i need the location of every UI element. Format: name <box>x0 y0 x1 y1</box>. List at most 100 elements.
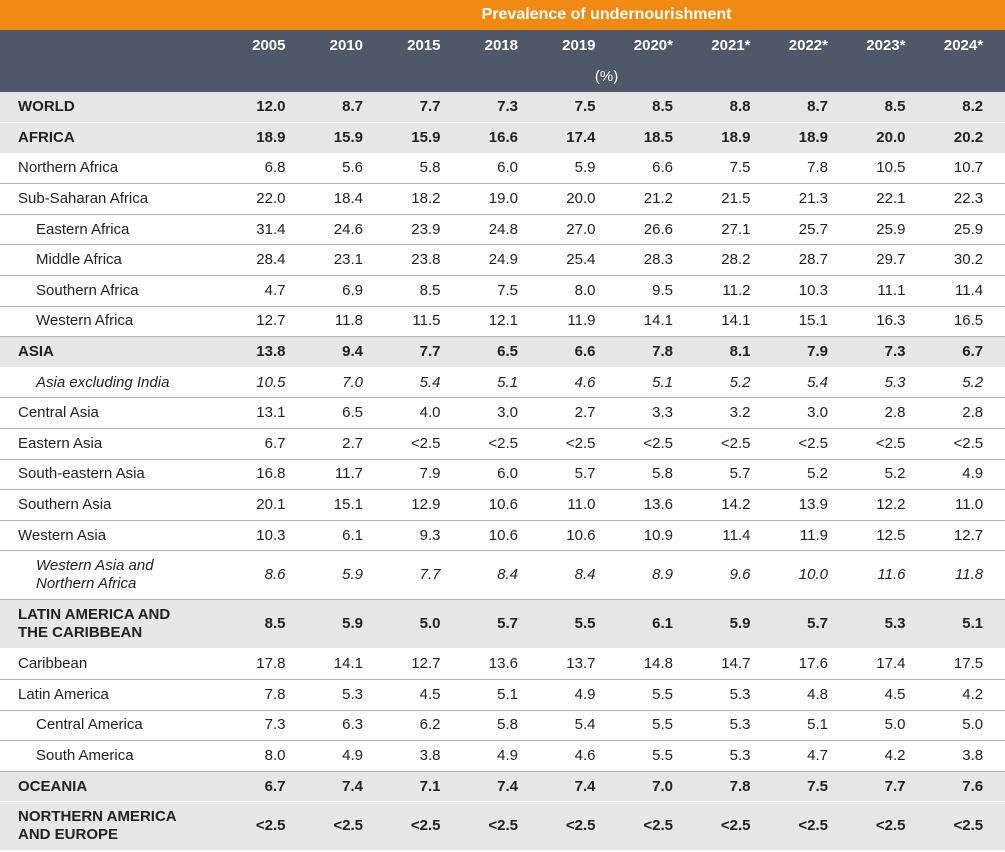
row-label: Southern Asia <box>18 496 112 514</box>
corner <box>0 30 212 62</box>
cell-value: 5.1 <box>909 599 1005 650</box>
cell-value: 22.3 <box>909 183 1005 215</box>
cell-value: 23.8 <box>367 244 445 277</box>
row-label: Central Asia <box>18 404 99 422</box>
table-row: Northern Africa 6.8 5.6 5.8 6.0 5.9 6.6 7.5 7.8 1… <box>0 153 1005 185</box>
cell-value: 7.7 <box>367 92 445 124</box>
cell-value: 24.8 <box>444 214 522 246</box>
cell-value: 21.5 <box>677 183 755 215</box>
row-label-cell: OCEANIA <box>0 771 212 803</box>
table-row: Eastern Africa 31.4 24.6 23.9 24.8 27.0 26.6 27… <box>0 214 1005 246</box>
cell-value: 5.5 <box>522 599 600 650</box>
cell-value: 18.2 <box>367 183 445 215</box>
cell-value: 2.7 <box>522 397 600 430</box>
cell-value: 8.8 <box>677 92 755 124</box>
cell-value: 2.7 <box>289 428 367 460</box>
row-label-cell: LATIN AMERICA AND THE CARIBBEAN <box>0 599 212 650</box>
cell-value: 5.6 <box>289 153 367 185</box>
row-label: Middle Africa <box>36 251 122 269</box>
cell-value: 11.6 <box>832 550 910 601</box>
row-label: WORLD <box>18 98 75 116</box>
cell-value: 11.5 <box>367 306 445 338</box>
cell-value: 10.0 <box>754 550 832 601</box>
cell-value: 7.0 <box>599 771 677 803</box>
cell-value: 28.2 <box>677 244 755 277</box>
cell-value: 8.4 <box>444 550 522 601</box>
cell-value: <2.5 <box>522 428 600 460</box>
table-row: Southern Asia 20.1 15.1 12.9 10.6 11.0 13.6 14.… <box>0 489 1005 521</box>
column-header: 2024* <box>909 30 1005 62</box>
cell-value: 6.1 <box>289 520 367 552</box>
cell-value: 2.8 <box>832 397 910 430</box>
cell-value: 6.6 <box>599 153 677 185</box>
row-label: ASIA <box>18 343 54 361</box>
cell-value: 7.3 <box>212 710 290 742</box>
cell-value: 23.9 <box>367 214 445 246</box>
cell-value: 5.1 <box>599 367 677 399</box>
cell-value: 5.2 <box>909 367 1005 399</box>
cell-value: 14.8 <box>599 648 677 680</box>
cell-value: <2.5 <box>444 801 522 852</box>
row-label: South-eastern Asia <box>18 465 145 483</box>
cell-value: 14.2 <box>677 489 755 521</box>
cell-value: 20.2 <box>909 122 1005 154</box>
row-label-cell: WORLD <box>0 92 212 124</box>
column-header: 2023* <box>832 30 910 62</box>
cell-value: 6.6 <box>522 336 600 368</box>
cell-value: 11.1 <box>832 275 910 307</box>
cell-value: 5.0 <box>832 710 910 742</box>
cell-value: 12.1 <box>444 306 522 338</box>
cell-value: 17.6 <box>754 648 832 680</box>
cell-value: 3.0 <box>754 397 832 430</box>
row-label: Eastern Africa <box>36 220 130 238</box>
cell-value: 5.1 <box>444 367 522 399</box>
cell-value: 9.4 <box>289 336 367 368</box>
table-row: Southern Africa 4.7 6.9 8.5 7.5 8.0 9.5 11.2 10.… <box>0 275 1005 307</box>
cell-value: 7.5 <box>522 92 600 124</box>
cell-value: 6.5 <box>289 397 367 430</box>
cell-value: 7.7 <box>367 336 445 368</box>
cell-value: 6.7 <box>212 771 290 803</box>
cell-value: 7.5 <box>677 153 755 185</box>
table-row: Central America 7.3 6.3 6.2 5.8 5.4 5.5 5.3 5.1 5… <box>0 710 1005 742</box>
cell-value: 5.7 <box>444 599 522 650</box>
cell-value: 5.2 <box>677 367 755 399</box>
row-label: Latin America <box>18 685 109 703</box>
cell-value: <2.5 <box>212 801 290 852</box>
cell-value: 17.8 <box>212 648 290 680</box>
cell-value: 15.1 <box>754 306 832 338</box>
row-label-cell: Southern Asia <box>0 489 212 521</box>
row-label-cell: AFRICA <box>0 122 212 154</box>
cell-value: 8.5 <box>599 92 677 124</box>
cell-value: 2.8 <box>909 397 1005 430</box>
cell-value: 28.3 <box>599 244 677 277</box>
cell-value: 11.7 <box>289 459 367 491</box>
row-label-cell: South-eastern Asia <box>0 459 212 491</box>
cell-value: 28.7 <box>754 244 832 277</box>
cell-value: 3.3 <box>599 397 677 430</box>
row-label-cell: Eastern Africa <box>0 214 212 246</box>
corner <box>0 62 212 92</box>
cell-value: 5.9 <box>522 153 600 185</box>
row-label: Southern Africa <box>36 281 139 299</box>
cell-value: 7.9 <box>367 459 445 491</box>
cell-value: 4.0 <box>367 397 445 430</box>
cell-value: 11.4 <box>677 520 755 552</box>
cell-value: 13.8 <box>212 336 290 368</box>
cell-value: 5.9 <box>677 599 755 650</box>
cell-value: 12.7 <box>909 520 1005 552</box>
cell-value: 15.9 <box>367 122 445 154</box>
row-label-cell: Caribbean <box>0 648 212 680</box>
cell-value: 4.7 <box>212 275 290 307</box>
cell-value: 7.8 <box>677 771 755 803</box>
row-label-cell: Middle Africa <box>0 244 212 277</box>
row-label: Western Asia and Northern Africa <box>36 557 154 593</box>
cell-value: 8.5 <box>832 92 910 124</box>
row-label: Western Africa <box>36 312 134 330</box>
cell-value: 9.6 <box>677 550 755 601</box>
table-row: ASIA 13.8 9.4 7.7 6.5 6.6 7.8 8.1 7.9 7.3 6.7 <box>0 336 1005 368</box>
table-row: Central Asia 13.1 6.5 4.0 3.0 2.7 3.3 3.2 3.0 2.8… <box>0 397 1005 430</box>
cell-value: 7.6 <box>909 771 1005 803</box>
